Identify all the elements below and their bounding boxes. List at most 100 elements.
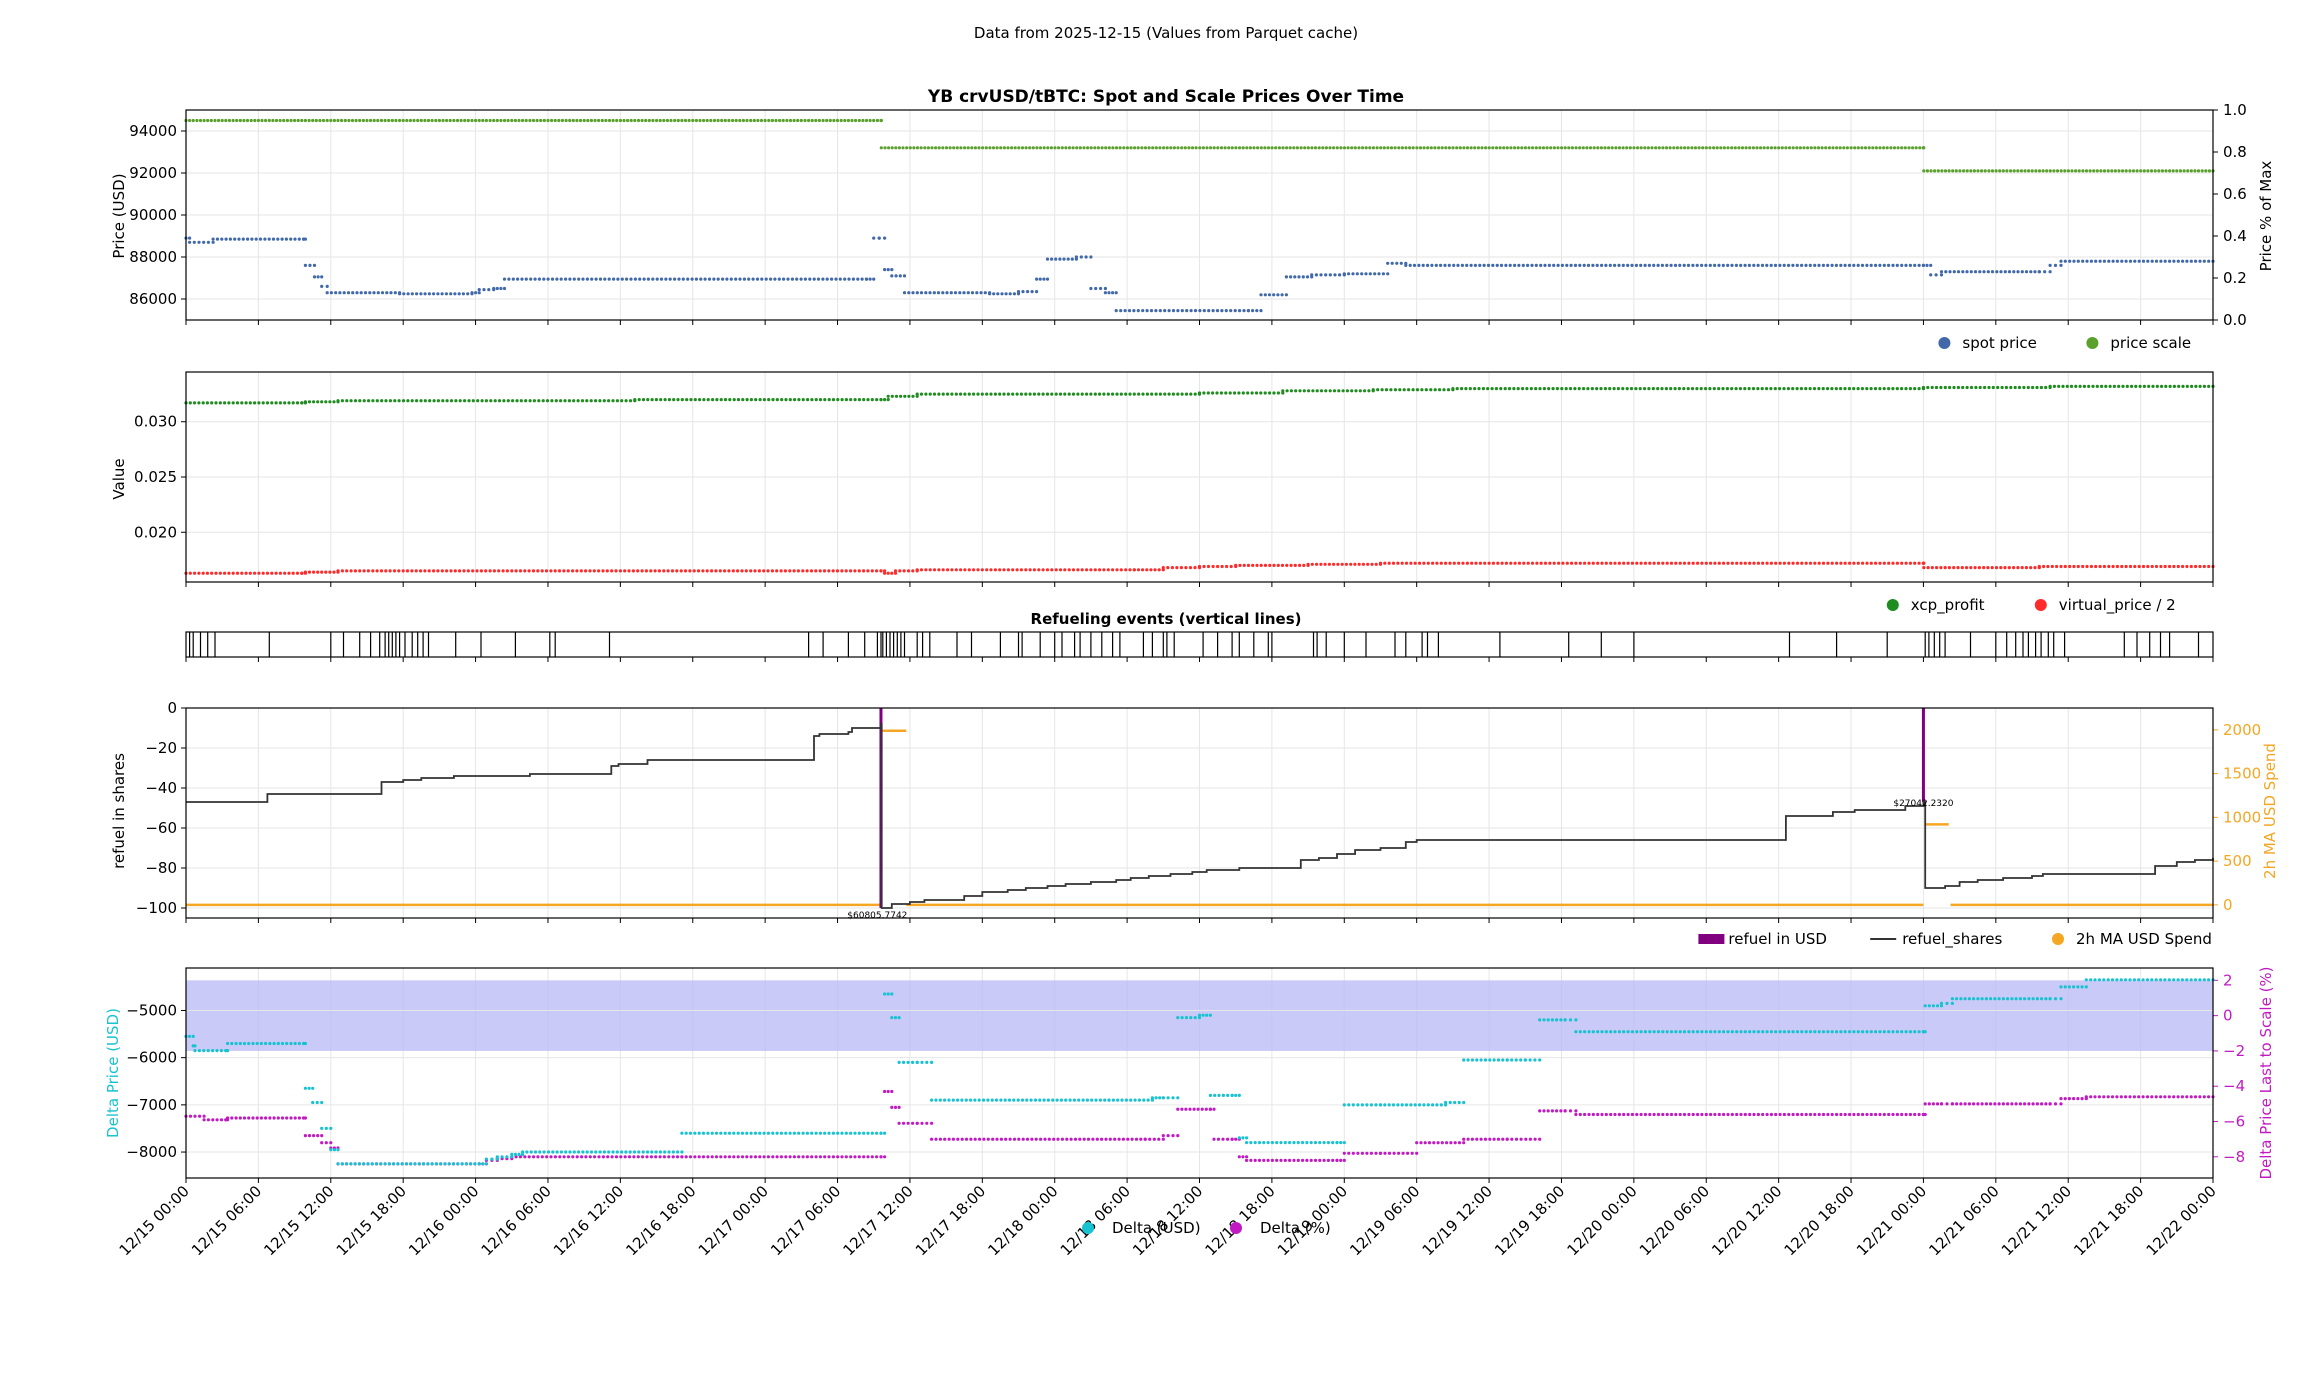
delta-pct-series-point [1963,1102,1967,1106]
virtual-price-series-point [946,568,950,572]
delta-pct-series-point [893,1105,898,1109]
delta-usd-series-point [1752,1030,1756,1034]
virtual-price-series-point [753,569,757,573]
delta-usd-series-point [1107,1098,1111,1102]
delta-usd-series-point [986,1098,990,1102]
xcp-profit-series-point [1477,387,1481,391]
virtual-price-series-point [1019,568,1024,572]
price-scale-series-point [1679,146,1683,150]
delta-pct-series-point [969,1137,973,1141]
virtual-price-series-point [976,568,980,572]
virtual-price-series-point [2072,564,2076,569]
delta-pct-series-point [1748,1112,1752,1117]
xcp-profit-series-point [1197,391,1202,395]
delta-usd-series-point [1335,1141,1339,1145]
delta-pct-series-point [1056,1137,1060,1141]
price-scale-series-point [383,118,387,123]
xcp-profit-series-point [1424,388,1428,392]
price-scale-series-point [2005,169,2009,173]
xcp-profit-series-point [1420,388,1424,392]
delta-pct-series-point [1765,1112,1769,1117]
y-tick-label: 88000 [129,248,177,266]
xcp-profit-series-point [1529,387,1533,391]
xcp-profit-series-point [576,399,580,403]
xcp-profit-series-point [1272,391,1276,395]
xcp-profit-series-point [1843,387,1847,391]
x-tick-label: 12/20 00:00 [1563,1182,1640,1259]
spot-price-series-point [499,286,503,291]
xcp-profit-series-point [303,400,307,404]
delta-usd-series-point [311,1100,315,1105]
xcp-profit-series-point [844,398,849,402]
delta-pct-series-point [1365,1151,1369,1155]
xcp-profit-series-point [1621,387,1625,391]
delta-usd-series-point [272,1041,276,1046]
delta-usd-series-point [533,1150,538,1154]
delta-pct-series-point [1865,1112,1869,1117]
price-scale-series-point [412,118,416,123]
virtual-price-series-point [1242,563,1246,568]
spot-price-series-point [1035,290,1039,294]
delta-usd-series-point [559,1150,564,1154]
price-scale-series-point [1447,146,1451,150]
price-scale-series-point [1129,146,1133,150]
delta-usd-series-point [693,1131,697,1135]
price-scale-series-point [1096,146,1100,150]
price-scale-series-point [419,118,423,123]
price-scale-series-point [1172,146,1176,150]
y-tick-label: 0.025 [134,468,177,486]
price-scale-series-point [445,118,449,123]
xcp-profit-series-point [1076,392,1080,396]
delta-pct-series-point [2137,1095,2141,1099]
delta-usd-series-point [188,1034,192,1038]
spot-price-series-point [351,291,355,295]
virtual-price-series-point [1700,561,1704,565]
delta-usd-series-point [680,1131,684,1135]
delta-pct-series-point [1756,1112,1760,1117]
chart1-vgrid [185,110,2214,325]
delta-usd-series-point [551,1150,555,1154]
spot-price-series-point [1293,275,1297,279]
virtual-price-series-point [1990,566,1994,570]
price-scale-series-point [1856,146,1860,150]
delta-pct-series-point [706,1155,710,1159]
delta-usd-series-point [1939,1004,1944,1008]
price-scale-series-point [1060,146,1064,150]
x-tick-label: 12/19 06:00 [1346,1182,1423,1259]
xcp-profit-series-point [1028,392,1032,396]
price-scale-series-point [2034,169,2038,173]
virtual-price-series-point [1535,561,1539,565]
virtual-price-series-point [1574,561,1578,565]
xcp-profit-series-point [1171,392,1175,396]
xcp-profit-series-point [1865,387,1869,391]
spot-price-series-point [612,277,616,281]
price-scale-series-point [705,118,709,123]
spot-price-series-point [1660,263,1664,267]
spot-price-series-point [559,277,563,281]
delta-pct-series-point [2027,1102,2031,1106]
virtual-price-series-point [805,569,809,573]
y-tick-label: 0.020 [134,523,177,541]
xcp-profit-series-point [911,394,915,398]
delta-usd-series-point [1137,1098,1141,1102]
spot-price-series-point [1804,263,1808,267]
delta-usd-series-point [1761,1030,1765,1034]
delta-pct-series-point [1989,1102,1993,1106]
spot-price-series-point [2133,259,2137,263]
price-scale-series-point [242,118,246,123]
virtual-price-series-point [1982,566,1986,570]
price-scale-series-point [2019,169,2023,173]
delta-usd-series-point [1950,1001,1954,1006]
price-scale-series-point [709,118,713,123]
price-scale-series-point [1013,146,1017,150]
delta-pct-series-point [964,1137,969,1141]
price-scale-series-point [611,118,615,123]
price-scale-series-point [1980,169,1984,173]
delta-pct-series-point [1283,1158,1287,1162]
price-scale-series-point [1563,146,1567,150]
virtual-price-series-point [553,569,557,573]
virtual-price-series-point [1930,566,1934,570]
delta-usd-series-point [1830,1030,1834,1034]
spot-price-series-point [1891,263,1895,267]
price-scale-series-point [835,118,840,123]
